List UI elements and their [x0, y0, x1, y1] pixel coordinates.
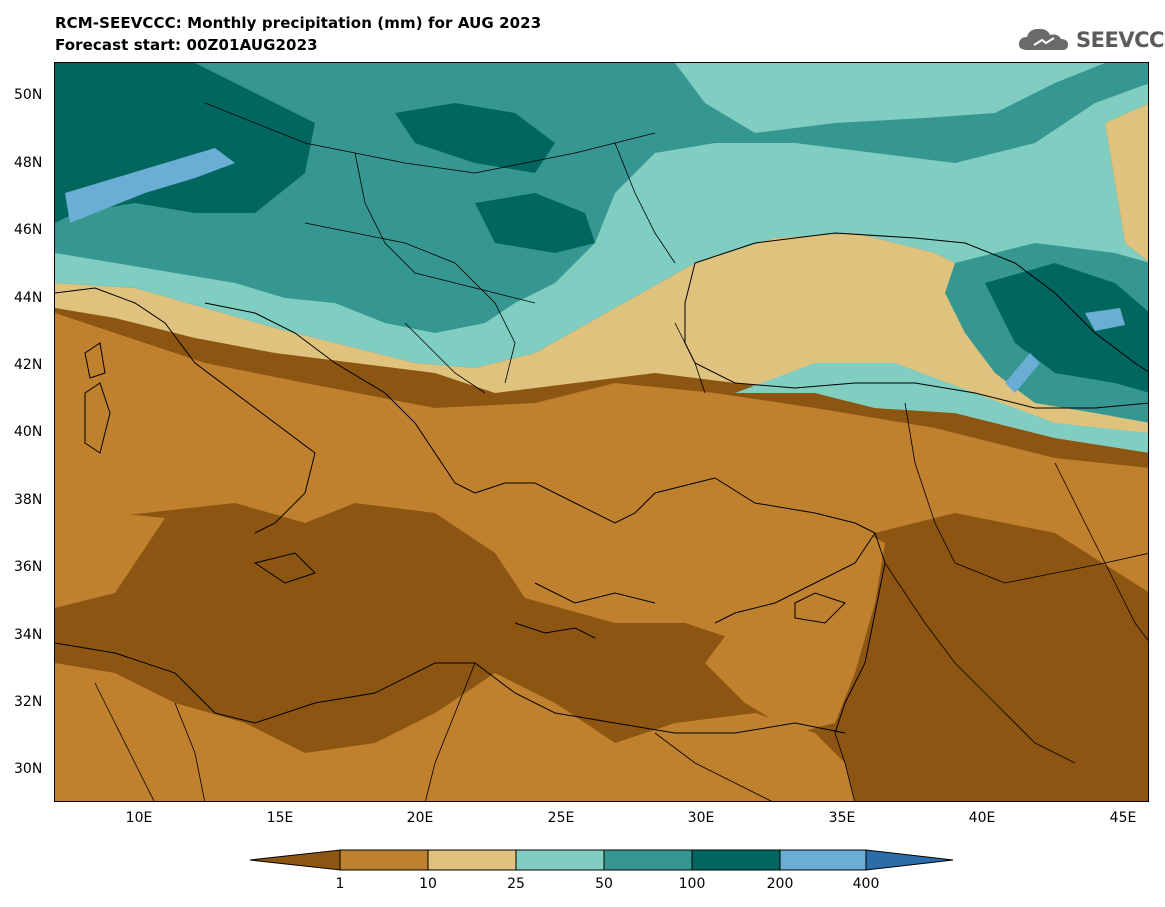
field-10-25mm-north: [55, 313, 1148, 653]
colorbar-svg: [249, 849, 954, 871]
precipitation-map: [54, 62, 1149, 802]
colorbar-bin-50-100: [603, 849, 693, 871]
field-50-100mm-black-sea-east: [735, 363, 1148, 453]
lat-tick-label: 36N: [14, 559, 43, 575]
lon-tick-label: 30E: [687, 810, 715, 826]
map-canvas: [55, 63, 1148, 801]
title-line-1: RCM-SEEVCCC: Monthly precipitation (mm) …: [55, 14, 542, 32]
lon-tick-label: 15E: [266, 810, 294, 826]
lat-tick-label: 50N: [14, 87, 43, 103]
colorbar-label: 10: [419, 876, 437, 892]
seevccc-logo: SEEVCCC: [1016, 24, 1165, 56]
lat-tick-label: 32N: [14, 694, 43, 710]
colorbar-bin-1-10: [339, 849, 429, 871]
lat-tick-label: 34N: [14, 627, 43, 643]
lat-tick-label: 46N: [14, 222, 43, 238]
lon-tick-label: 20E: [406, 810, 434, 826]
colorbar-label: 25: [507, 876, 525, 892]
colorbar-label: 400: [852, 876, 880, 892]
lon-tick-label: 25E: [547, 810, 575, 826]
logo-text: SEEVCCC: [1076, 28, 1165, 52]
lat-tick-label: 48N: [14, 155, 43, 171]
field-100-200mm: [55, 63, 1148, 333]
colorbar-arrow-right: [865, 849, 954, 871]
colorbar-arrow-left: [249, 849, 341, 871]
lat-tick-label: 42N: [14, 357, 43, 373]
lat-tick-label: 30N: [14, 761, 43, 777]
lat-tick-label: 40N: [14, 424, 43, 440]
colorbar-label: 200: [766, 876, 794, 892]
field-10-25mm-sicily: [55, 513, 165, 608]
lon-tick-label: 35E: [828, 810, 856, 826]
field-over-400mm-caucasus: [1085, 308, 1125, 331]
country-borders: [94, 102, 1148, 801]
lon-tick-label: 45E: [1109, 810, 1137, 826]
colorbar-bin-100-200: [691, 849, 781, 871]
colorbar-bin-10-25: [427, 849, 517, 871]
lat-tick-label: 38N: [14, 492, 43, 508]
cloud-icon: [1018, 28, 1068, 50]
lat-tick-label: 44N: [14, 290, 43, 306]
colorbar-bin-25-50: [515, 849, 605, 871]
colorbar-label: 100: [678, 876, 706, 892]
field-10-25mm-levant: [705, 523, 885, 733]
colorbar-label: 50: [595, 876, 613, 892]
colorbar: [249, 846, 955, 874]
field-10-25mm-africa: [55, 663, 855, 801]
coastlines: [55, 232, 1148, 734]
field-25-50mm-east: [1105, 103, 1148, 262]
lon-tick-label: 10E: [125, 810, 153, 826]
colorbar-bin-200-400: [779, 849, 867, 871]
title-line-2: Forecast start: 00Z01AUG2023: [55, 36, 318, 54]
field-over-400mm-alps: [65, 148, 235, 223]
field-200-400mm-caucasus: [985, 263, 1148, 393]
field-200-400mm-carpathians: [395, 103, 555, 173]
field-over-400mm-georgia: [1005, 353, 1040, 393]
field-200-400mm-central: [475, 193, 595, 253]
lon-tick-label: 40E: [968, 810, 996, 826]
colorbar-label: 1: [335, 876, 345, 892]
